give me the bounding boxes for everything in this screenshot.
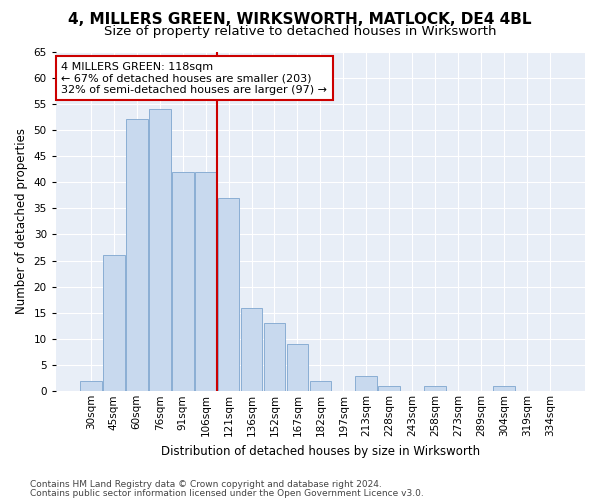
Text: Contains public sector information licensed under the Open Government Licence v3: Contains public sector information licen…	[30, 488, 424, 498]
Bar	[80, 381, 102, 392]
Bar	[287, 344, 308, 392]
Text: Contains HM Land Registry data © Crown copyright and database right 2024.: Contains HM Land Registry data © Crown c…	[30, 480, 382, 489]
Text: 4 MILLERS GREEN: 118sqm
← 67% of detached houses are smaller (203)
32% of semi-d: 4 MILLERS GREEN: 118sqm ← 67% of detache…	[61, 62, 327, 95]
Bar	[379, 386, 400, 392]
Bar	[172, 172, 194, 392]
Bar	[355, 376, 377, 392]
Bar	[218, 198, 239, 392]
Bar	[493, 386, 515, 392]
X-axis label: Distribution of detached houses by size in Wirksworth: Distribution of detached houses by size …	[161, 444, 480, 458]
Bar	[103, 256, 125, 392]
Text: 4, MILLERS GREEN, WIRKSWORTH, MATLOCK, DE4 4BL: 4, MILLERS GREEN, WIRKSWORTH, MATLOCK, D…	[68, 12, 532, 28]
Bar	[241, 308, 262, 392]
Y-axis label: Number of detached properties: Number of detached properties	[15, 128, 28, 314]
Bar	[194, 172, 217, 392]
Bar	[149, 109, 170, 392]
Text: Size of property relative to detached houses in Wirksworth: Size of property relative to detached ho…	[104, 25, 496, 38]
Bar	[263, 324, 286, 392]
Bar	[126, 120, 148, 392]
Bar	[310, 381, 331, 392]
Bar	[424, 386, 446, 392]
